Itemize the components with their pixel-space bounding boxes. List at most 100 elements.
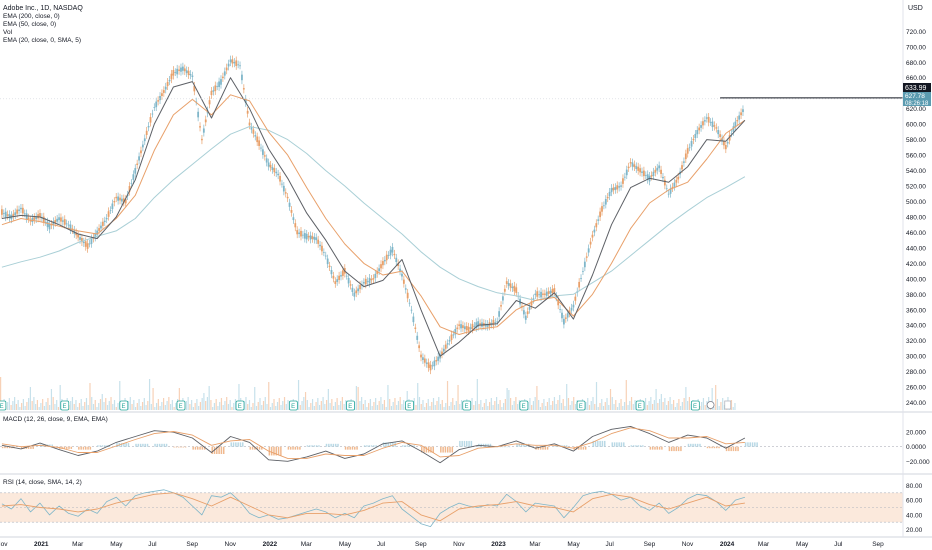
candle-body xyxy=(321,245,323,252)
rsi-pane[interactable] xyxy=(0,489,903,527)
earnings-marker[interactable] xyxy=(0,400,7,411)
future-earnings-icon[interactable] xyxy=(724,400,732,410)
volume-bar xyxy=(56,400,58,410)
macd-pane[interactable] xyxy=(0,425,903,464)
candle-body xyxy=(423,358,426,363)
volume-bar xyxy=(513,401,515,410)
macd-histogram-bar xyxy=(347,446,349,450)
volume-bar xyxy=(143,398,145,410)
macd-histogram-bar xyxy=(485,443,487,447)
volume-bar xyxy=(334,402,336,410)
volume-bar xyxy=(634,400,636,410)
candle-body xyxy=(357,288,360,292)
volume-bar xyxy=(497,404,499,410)
volume-bar xyxy=(487,406,489,410)
candle-body xyxy=(713,125,716,127)
volume-bar xyxy=(282,401,284,410)
candle-body xyxy=(136,163,139,165)
price-tick-label: 240.00 xyxy=(906,400,926,407)
rsi-line[interactable] xyxy=(1,489,746,527)
macd-histogram-bar xyxy=(280,446,282,456)
volume-bar xyxy=(315,402,317,410)
earnings-marker[interactable] xyxy=(405,400,414,411)
candle-body xyxy=(334,281,337,284)
candle-body xyxy=(162,90,165,93)
macd-histogram-bar xyxy=(99,445,101,447)
earnings-marker[interactable] xyxy=(235,400,245,411)
rsi-tick-label: 60.00 xyxy=(906,498,923,505)
ema200-line[interactable] xyxy=(1,126,746,301)
volume-bar xyxy=(129,397,131,410)
volume-bar xyxy=(189,404,191,410)
indicator-ema200-label[interactable]: EMA (200, close, 0) xyxy=(3,13,60,20)
rsi-ma-line[interactable] xyxy=(1,492,745,522)
volume-bar xyxy=(601,399,603,410)
macd-histogram-bar xyxy=(349,446,351,450)
volume-bar xyxy=(43,406,46,410)
volume-bar xyxy=(562,399,564,410)
candle-body xyxy=(564,317,567,319)
indicator-ema20-label[interactable]: EMA (20, close, 0, SMA, 5) xyxy=(3,37,81,44)
price-tick-label: 380.00 xyxy=(906,292,926,299)
candle-body xyxy=(353,292,356,297)
earnings-marker[interactable] xyxy=(635,400,645,411)
volume-bar xyxy=(275,406,277,410)
earnings-marker[interactable] xyxy=(576,400,586,411)
earnings-marker[interactable] xyxy=(60,400,70,411)
candle-body xyxy=(374,273,377,279)
volume-bar xyxy=(427,399,429,410)
candle-body xyxy=(98,228,100,231)
volume-bar xyxy=(538,400,540,410)
macd-histogram-bar xyxy=(642,445,644,447)
candle-body xyxy=(515,287,518,293)
earnings-marker-label: E xyxy=(291,404,295,410)
volume-bar xyxy=(539,407,542,410)
candle-body xyxy=(69,224,72,231)
earnings-marker[interactable] xyxy=(519,400,529,411)
volume-bar xyxy=(425,403,428,410)
earnings-marker[interactable] xyxy=(119,400,129,411)
rsi-label[interactable]: RSI (14, close, SMA, 14, 2) xyxy=(3,479,82,486)
macd-histogram-bar xyxy=(344,446,347,450)
volume-bar xyxy=(92,404,95,410)
macd-histogram-bar xyxy=(242,442,244,447)
candle-body xyxy=(60,217,62,222)
macd-tick-label: 20.000 xyxy=(906,430,926,437)
ema50-line[interactable] xyxy=(1,94,746,335)
macd-histogram-bar xyxy=(366,445,368,447)
ema20-line[interactable] xyxy=(1,77,746,357)
candle-body xyxy=(315,237,318,241)
earnings-marker[interactable] xyxy=(462,400,472,411)
indicator-volume-label[interactable]: Vol xyxy=(3,29,13,36)
candle-body xyxy=(601,206,603,212)
macd-signal-line[interactable] xyxy=(1,427,745,459)
macd-line[interactable] xyxy=(1,425,746,464)
macd-histogram-bar xyxy=(658,446,661,450)
volume-bar xyxy=(175,403,177,410)
candle-body xyxy=(180,67,182,72)
earnings-marker[interactable] xyxy=(288,400,298,411)
candle-body xyxy=(212,90,215,92)
candle-body xyxy=(342,270,344,276)
volume-bar xyxy=(345,400,347,410)
volume-bar xyxy=(155,403,158,410)
candle-body xyxy=(608,191,611,197)
candle-body xyxy=(730,133,733,135)
earnings-marker[interactable] xyxy=(346,400,355,411)
candle-body xyxy=(290,210,293,213)
dividend-icon[interactable] xyxy=(706,401,715,409)
earnings-marker[interactable] xyxy=(690,400,700,411)
macd-label[interactable]: MACD (12, 26, close, 9, EMA, EMA) xyxy=(3,416,108,423)
volume-bar xyxy=(720,402,722,410)
volume-bar xyxy=(227,404,230,410)
candle-body xyxy=(677,176,680,180)
volume-bar xyxy=(203,393,205,410)
volume-bar xyxy=(42,399,44,410)
candle-body xyxy=(39,213,41,218)
macd-histogram-bar xyxy=(173,446,175,448)
indicator-ema50-label[interactable]: EMA (50, close, 0) xyxy=(3,21,56,28)
earnings-marker[interactable] xyxy=(176,400,186,411)
candle-body xyxy=(627,166,630,169)
volume-bar xyxy=(185,401,187,410)
